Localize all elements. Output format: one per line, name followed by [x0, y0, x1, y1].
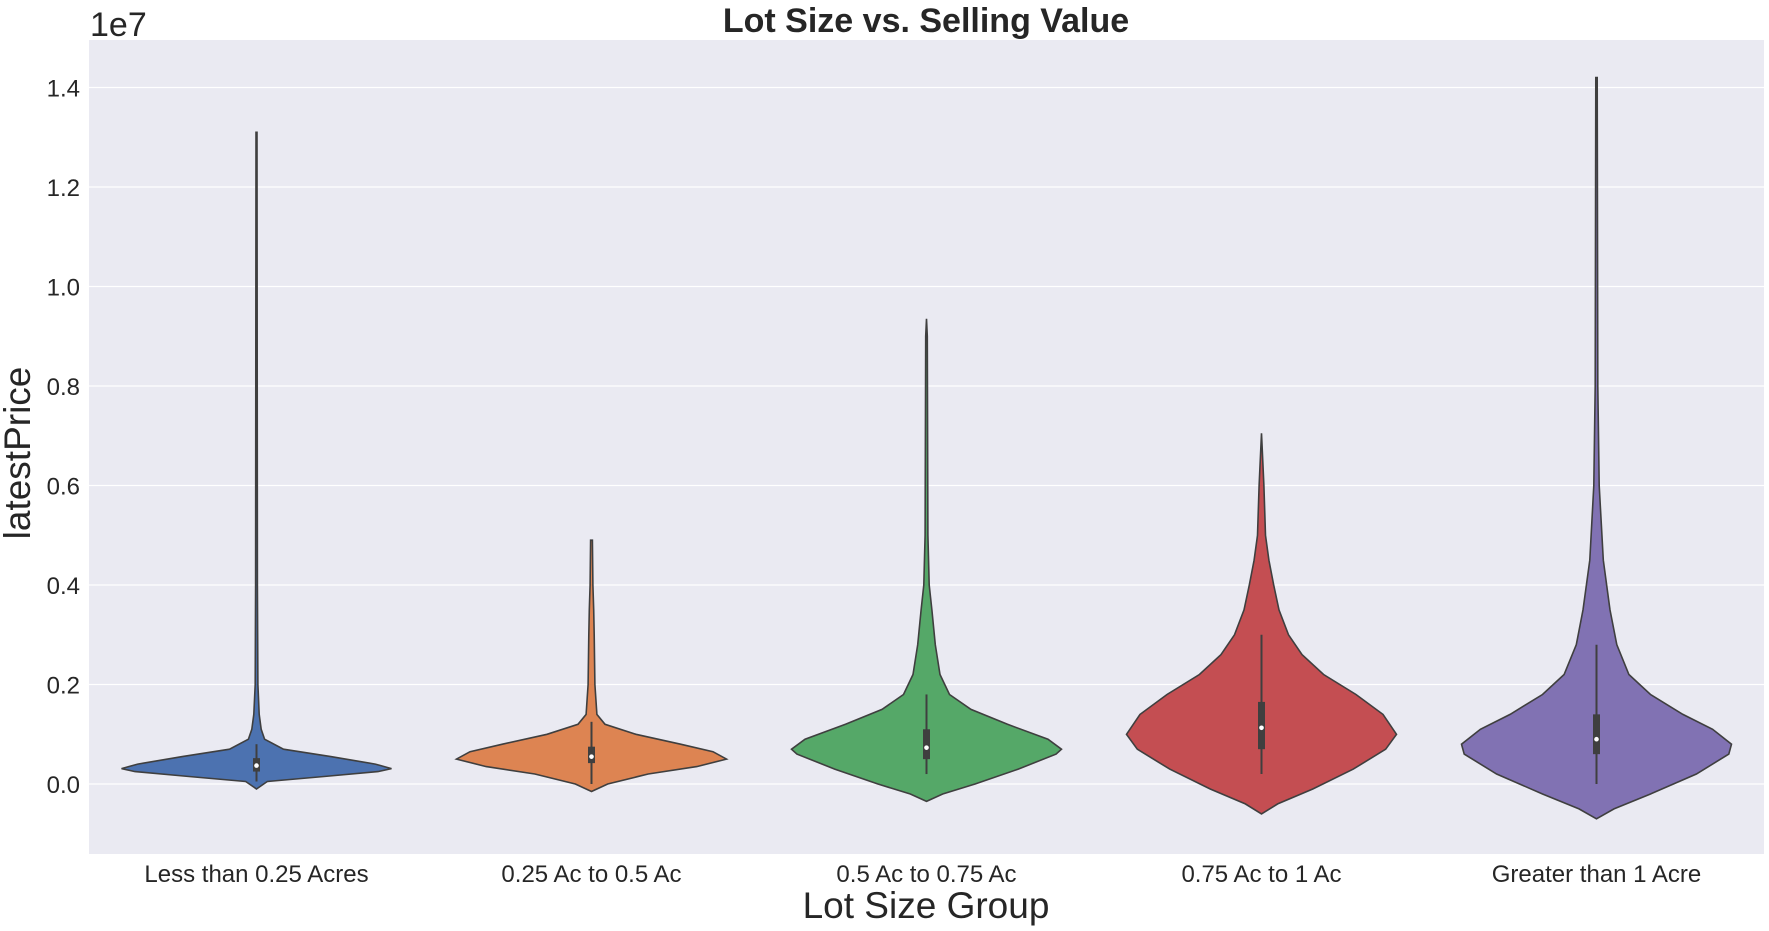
y-offset-label: 1e7 [90, 6, 147, 44]
violin-median-marker [924, 745, 929, 750]
y-tick-label: 1.4 [47, 76, 80, 103]
violin-group [790, 318, 1063, 803]
violin-median-marker [589, 754, 594, 759]
y-tick-label: 1.0 [47, 275, 80, 302]
y-tick-label: 0.4 [47, 573, 80, 600]
y-tick-label: 0.2 [47, 673, 80, 700]
violins [121, 76, 1733, 820]
x-tick-label: Less than 0.25 Acres [144, 861, 368, 888]
violin-body [121, 131, 392, 790]
y-tick-label: 1.2 [47, 175, 80, 202]
y-tick-labels: 0.0 0.2 0.4 0.6 0.8 1.0 1.2 1.4 [47, 76, 80, 800]
violin-group [121, 131, 392, 790]
violin-body [1125, 433, 1398, 815]
x-tick-label: 0.75 Ac to 1 Ac [1181, 861, 1341, 888]
violin-iqr-box [1593, 714, 1600, 755]
violin-median-marker [1259, 725, 1264, 731]
y-tick-label: 0.8 [47, 374, 80, 401]
violin-median-marker [254, 763, 259, 768]
x-tick-label: 0.5 Ac to 0.75 Ac [836, 861, 1016, 888]
chart-title: Lot Size vs. Selling Value [723, 2, 1129, 40]
violin-iqr-box [923, 729, 930, 760]
y-tick-label: 0.6 [47, 474, 80, 501]
y-axis-title: latestPrice [0, 367, 38, 540]
violin-body [790, 318, 1063, 803]
violin-body [454, 539, 729, 793]
violin-body [1460, 76, 1733, 820]
x-tick-label: Greater than 1 Acre [1492, 861, 1701, 888]
x-tick-label: 0.25 Ac to 0.5 Ac [501, 861, 681, 888]
x-tick-labels: Less than 0.25 Acres 0.25 Ac to 0.5 Ac 0.5… [144, 861, 1701, 888]
violin-group [454, 539, 729, 793]
x-axis-title: Lot Size Group [803, 885, 1050, 926]
violin-group [1125, 433, 1398, 815]
violin-group [1460, 76, 1733, 820]
violin-median-marker [1594, 736, 1599, 742]
y-tick-label: 0.0 [47, 772, 80, 799]
